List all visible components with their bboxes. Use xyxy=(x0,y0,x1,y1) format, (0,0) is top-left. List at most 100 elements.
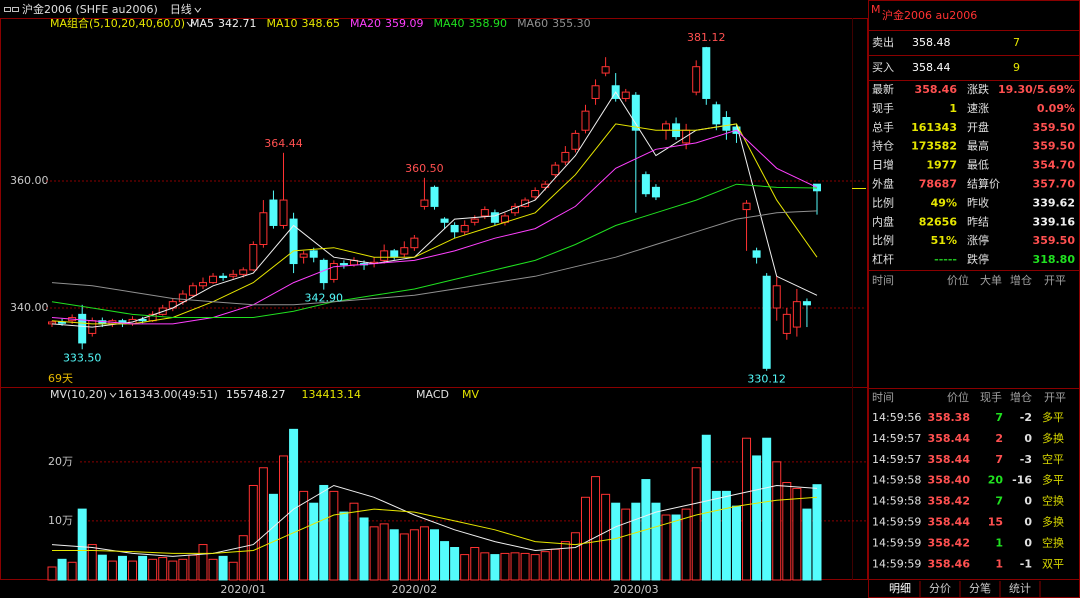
stat-value: 357.70 xyxy=(1033,178,1076,191)
volume-bar xyxy=(128,560,138,581)
legend-name: MA10 xyxy=(267,17,298,30)
stat-value: 339.62 xyxy=(1033,196,1075,209)
trade-price: 358.42 xyxy=(928,495,970,508)
stat-label: 现手 xyxy=(872,101,894,115)
volume-bar xyxy=(77,508,87,581)
volume-bar xyxy=(611,502,621,581)
volume-bar xyxy=(490,554,500,581)
panel-tab[interactable]: 统计 xyxy=(1009,582,1031,595)
stat-value: ----- xyxy=(934,253,957,266)
volume-bar xyxy=(520,552,530,581)
legend-value: 134413.14 xyxy=(302,388,362,401)
legend-value: 348.65 xyxy=(302,17,341,30)
ma-line xyxy=(51,91,818,328)
volume-bar xyxy=(158,557,168,581)
candle-body xyxy=(591,85,600,99)
volume-bar xyxy=(651,502,661,581)
candle-body xyxy=(410,237,419,249)
candle-body xyxy=(430,186,439,207)
y-tick-label: 360.00 xyxy=(10,174,49,187)
candle-body xyxy=(782,313,791,334)
panel-tab[interactable]: 分价 xyxy=(929,582,951,595)
stat-label: 开盘 xyxy=(967,120,989,134)
trade-oi-change: 0 xyxy=(1024,536,1032,549)
volume-bar xyxy=(762,437,772,581)
volume-bar xyxy=(530,554,540,581)
column-header: 开平 xyxy=(1044,391,1066,404)
volume-bar xyxy=(349,502,359,581)
panel-tab[interactable]: 分笔 xyxy=(969,581,991,595)
volume-bar xyxy=(671,514,681,581)
volume-bar xyxy=(711,490,721,581)
candle-body xyxy=(440,218,449,223)
mv-line xyxy=(51,484,818,557)
extreme-label: 364.44 xyxy=(264,137,303,150)
column-header: 价位 xyxy=(947,273,969,287)
trade-time: 14:59:57 xyxy=(872,453,921,466)
candle-body xyxy=(702,47,711,99)
volume-bar xyxy=(228,561,238,581)
legend-name: MA40 xyxy=(434,17,465,30)
volume-bar xyxy=(369,526,379,581)
trade-qty: 1 xyxy=(995,536,1003,549)
candle-body xyxy=(581,110,590,131)
volume-bar xyxy=(419,526,429,581)
x-tick-label: 2020/01 xyxy=(220,583,266,596)
legend-value: 155748.27 xyxy=(226,388,286,401)
legend-name: MA60 xyxy=(517,17,548,30)
volume-bar xyxy=(721,490,731,581)
book-label: 买入 xyxy=(872,61,894,74)
candle-body xyxy=(239,269,248,275)
volume-bar xyxy=(148,558,158,581)
indicator-tab[interactable]: MACD xyxy=(416,388,449,401)
volume-bar xyxy=(87,544,97,581)
volume-bar xyxy=(450,547,460,581)
stat-value: 1977 xyxy=(926,159,957,172)
y-tick-label: 10万 xyxy=(48,514,73,527)
period-selector[interactable]: 日线 xyxy=(170,2,192,16)
candle-body xyxy=(762,275,771,369)
dropdown-chevron xyxy=(194,7,202,13)
candle-body xyxy=(692,66,701,93)
stat-value: 358.46 xyxy=(915,83,958,96)
volume-bar xyxy=(107,560,117,581)
trade-oi-change: -1 xyxy=(1020,557,1032,570)
candle-body xyxy=(802,301,811,306)
ma-line xyxy=(51,183,818,318)
candle-body xyxy=(329,263,338,280)
stat-value: 339.16 xyxy=(1033,215,1076,228)
dropdown-chevron xyxy=(109,392,117,398)
candle-body xyxy=(450,224,459,233)
volume-bar xyxy=(742,437,752,581)
candle-body xyxy=(400,247,409,255)
stat-label: 总手 xyxy=(872,120,894,134)
trade-price: 358.40 xyxy=(928,474,971,487)
stat-value: 173582 xyxy=(911,140,957,153)
column-header: 增仓 xyxy=(1010,273,1032,287)
volume-bar xyxy=(248,484,258,581)
legend-value: 355.30 xyxy=(552,17,591,30)
stat-value: 0.09% xyxy=(1037,102,1075,115)
legend-value: 342.71 xyxy=(218,17,257,30)
column-header: 价位 xyxy=(947,390,969,404)
indicator-tab[interactable]: MV xyxy=(462,388,479,401)
volume-bar xyxy=(510,552,520,581)
trade-kind: 多平 xyxy=(1042,410,1064,424)
trade-oi-change: 0 xyxy=(1024,495,1032,508)
extreme-label: 333.50 xyxy=(63,351,102,364)
candle-body xyxy=(531,190,540,198)
trade-kind: 空平 xyxy=(1042,452,1064,466)
panel-tab[interactable]: 明细 xyxy=(889,582,911,595)
window-icon xyxy=(4,7,19,12)
candle-body xyxy=(772,285,781,309)
ma-line xyxy=(51,210,818,306)
stat-label: 跌停 xyxy=(967,252,989,266)
candle-body xyxy=(420,199,429,207)
volume-bar xyxy=(117,555,127,581)
trade-qty: 7 xyxy=(995,411,1003,424)
candle-body xyxy=(188,285,197,296)
column-header: 增仓 xyxy=(1010,390,1032,404)
contract-marker: M xyxy=(871,3,881,16)
book-price: 358.44 xyxy=(912,61,951,74)
